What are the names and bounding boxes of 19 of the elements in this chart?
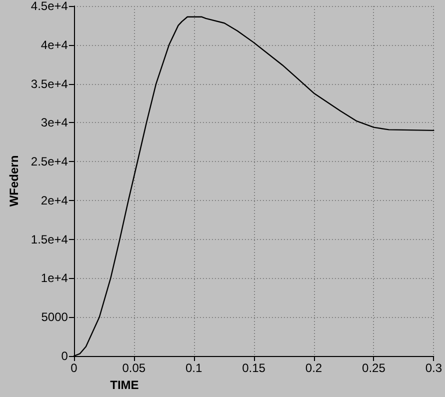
y-tick-label: 0 — [61, 349, 68, 363]
y-tick-label: 3e+4 — [40, 116, 68, 130]
x-tick-label: 0.05 — [122, 361, 146, 375]
y-axis-title: WFedern — [7, 155, 21, 207]
y-tick-label: 1.5e+4 — [30, 232, 68, 246]
x-tick-label: 0.3 — [425, 361, 442, 375]
y-tick-label: 1e+4 — [40, 271, 68, 286]
y-tick-label: 3.5e+4 — [30, 76, 68, 91]
y-tick-label: 4.5e+4 — [30, 0, 68, 13]
x-tick-label: 0.25 — [362, 361, 386, 375]
x-axis-title: TIME — [110, 378, 139, 392]
x-tick-label: 0.15 — [242, 361, 266, 375]
x-tick-label: 0 — [70, 361, 78, 375]
x-tick-label: 0.2 — [305, 361, 322, 375]
y-tick-label: 4e+4 — [40, 38, 68, 52]
y-tick-label: 5000 — [41, 310, 68, 324]
y-tick-label: 2e+4 — [40, 193, 68, 208]
y-tick-label: 2.5e+4 — [30, 154, 68, 169]
x-tick-label: 0.1 — [186, 361, 203, 375]
